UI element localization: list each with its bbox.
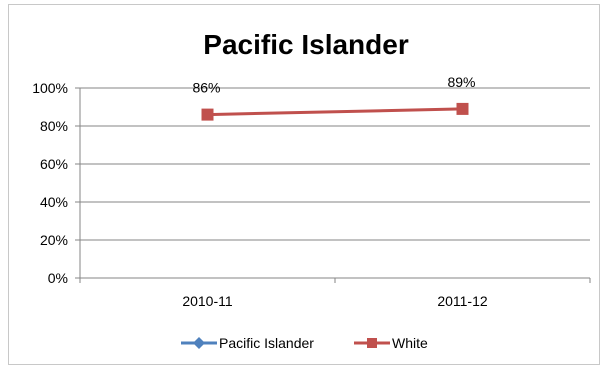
y-tick-label: 20% [40, 232, 68, 248]
y-tick-label: 60% [40, 156, 68, 172]
y-tick-label: 80% [40, 118, 68, 134]
x-tick-label: 2010-11 [182, 293, 233, 309]
x-axis-tick-labels: 2010-11 2011-12 [182, 293, 488, 309]
chart-title: Pacific Islander [203, 29, 409, 60]
series-line [207, 107, 463, 117]
data-labels: 86% 89% [192, 74, 475, 96]
data-point [201, 108, 214, 121]
y-tick-label: 100% [32, 80, 68, 96]
y-tick-label: 40% [40, 194, 68, 210]
axes [75, 87, 591, 283]
x-tick-label: 2011-12 [437, 293, 488, 309]
legend-marker [193, 337, 205, 349]
y-tick-label: 0% [48, 270, 68, 286]
data-point [456, 102, 469, 115]
legend: Pacific Islander White [181, 335, 428, 351]
data-label: 89% [447, 74, 475, 90]
legend-marker [367, 338, 377, 348]
series [201, 102, 469, 121]
legend-label: White [392, 335, 428, 351]
data-label: 86% [192, 80, 220, 96]
chart-frame [8, 4, 600, 365]
y-axis-tick-labels: 0% 20% 40% 60% 80% 100% [32, 80, 68, 286]
gridlines [80, 87, 590, 241]
legend-label: Pacific Islander [219, 335, 314, 351]
